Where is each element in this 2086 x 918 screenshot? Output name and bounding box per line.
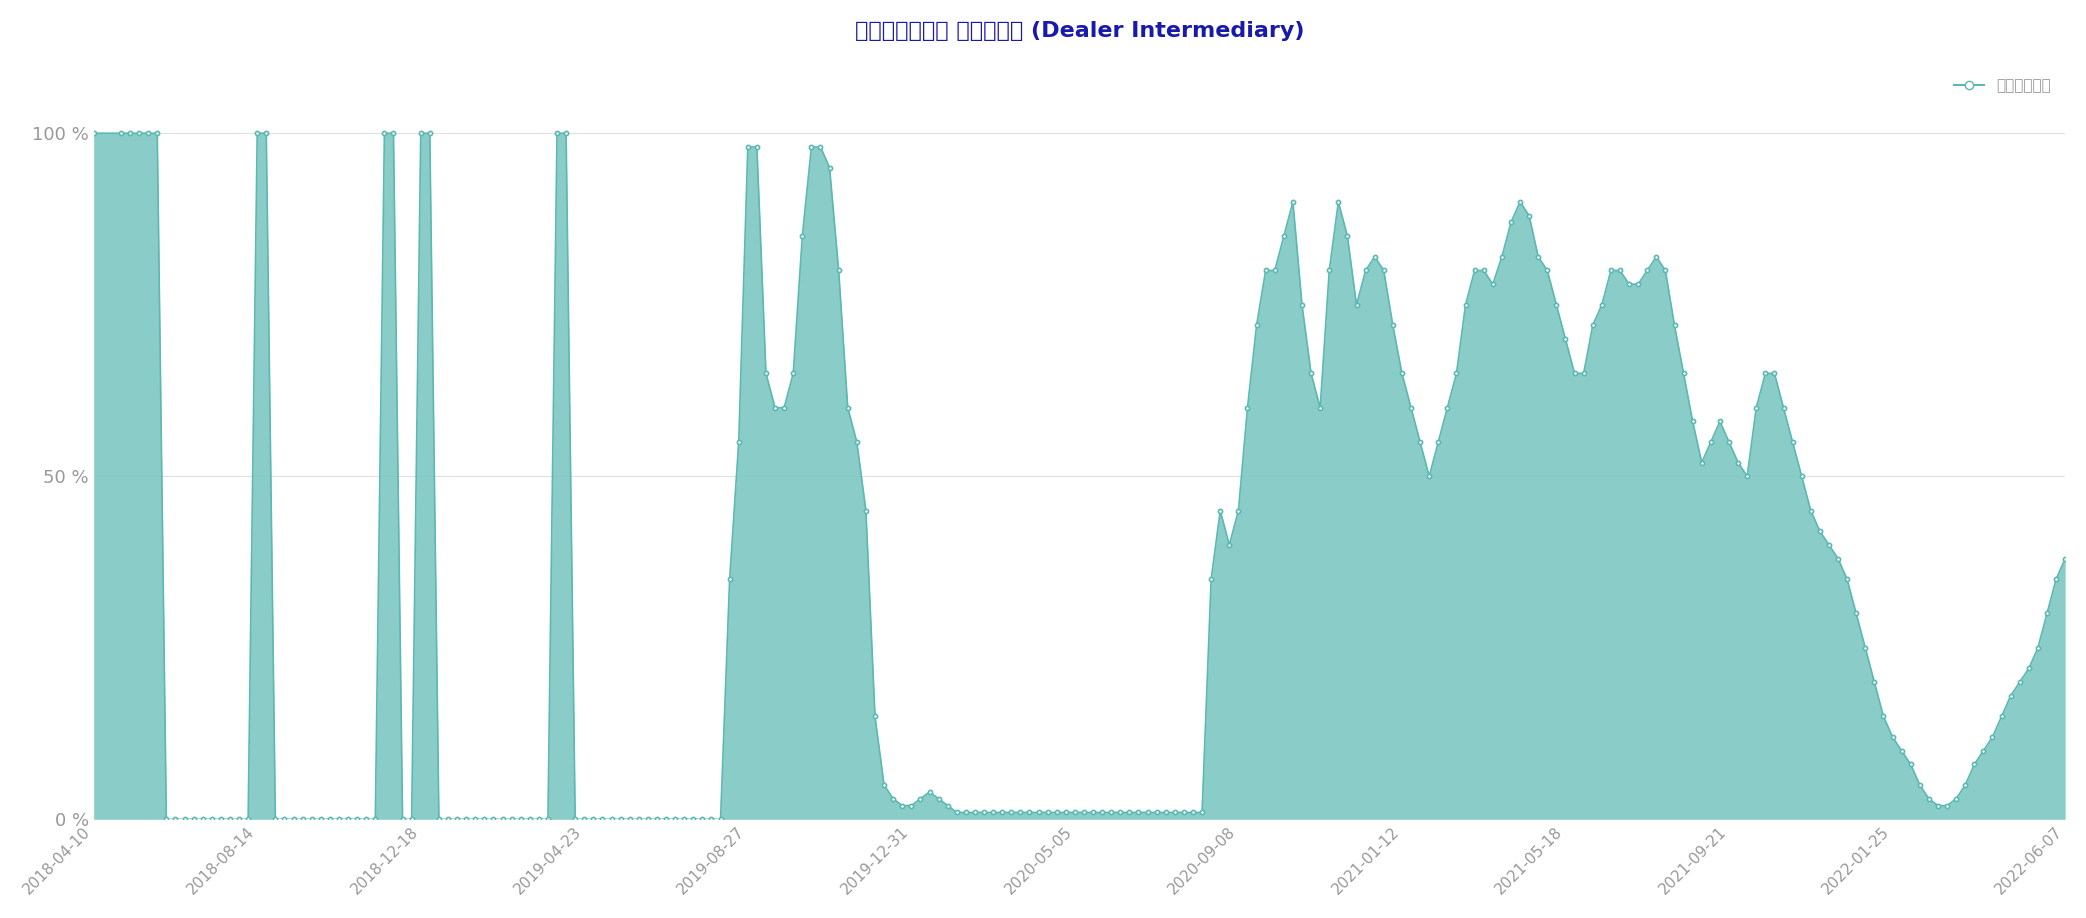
Legend: 多头头寸占比: 多头头寸占比 [1948,73,2057,99]
Title: 标准比特币合约 经销商持仓 (Dealer Intermediary): 标准比特币合约 经销商持仓 (Dealer Intermediary) [855,21,1304,40]
